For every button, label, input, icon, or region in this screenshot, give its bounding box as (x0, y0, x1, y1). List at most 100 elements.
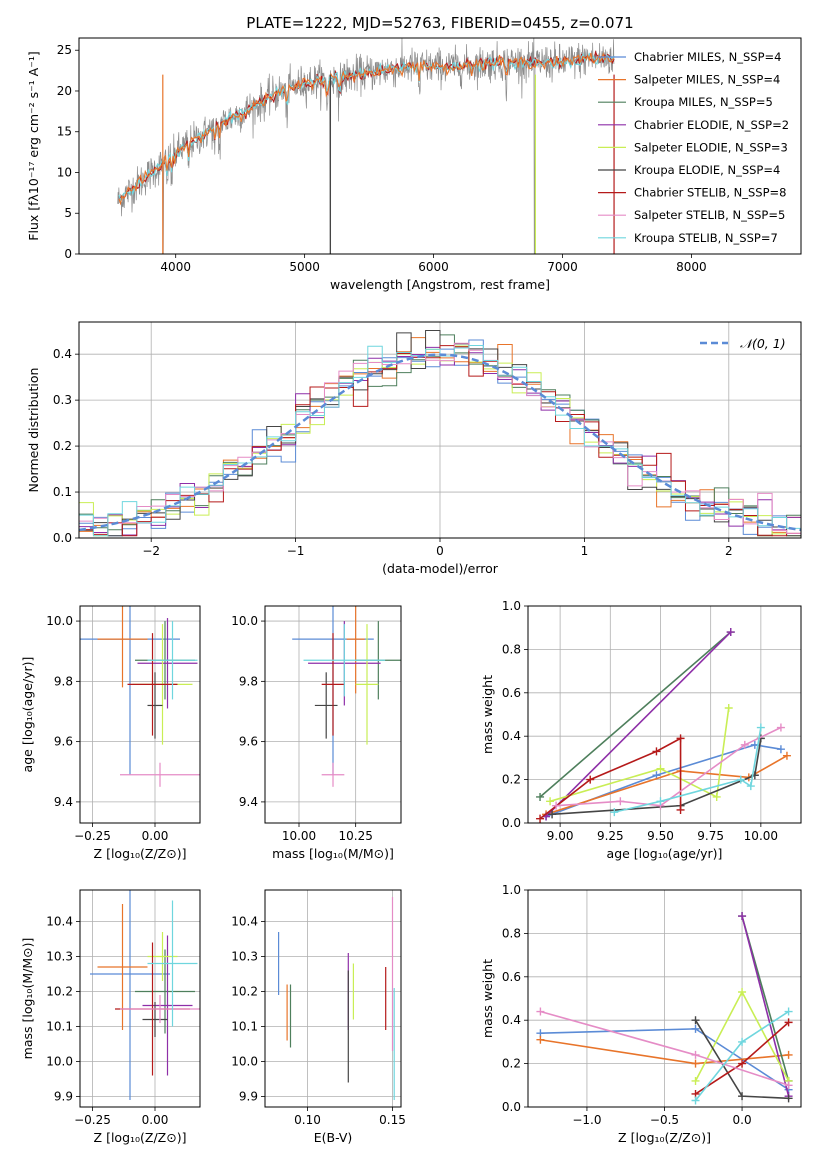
legend-label: Salpeter STELIB, N_SSP=5 (634, 208, 785, 222)
panel-mass_vs_z: −0.25 0.00 9.9 10.0 10.1 10.2 10.3 10.4 Z [log₁₀… (20, 889, 201, 1145)
x-axis-label: Z [log₁₀(Z/Z⊙)] (618, 1130, 711, 1145)
residual-histogram (79, 345, 801, 537)
figure-title: PLATE=1222, MJD=52763, FIBERID=0455, z=0… (246, 14, 633, 32)
x-tick-label: 0.15 (379, 1113, 406, 1127)
y-tick-label: 10.0 (46, 1055, 73, 1069)
weight-point-marker (536, 1007, 545, 1016)
y-tick-label: 9.6 (239, 735, 258, 749)
y-tick-label: 25 (57, 43, 72, 57)
weight-point-marker (546, 797, 555, 806)
x-tick-label: 0.00 (142, 1113, 169, 1127)
weight-series-line (545, 755, 788, 816)
weight-point-marker (691, 1076, 700, 1085)
y-tick-label: 10.0 (46, 614, 73, 628)
x-tick-label: 2 (725, 544, 733, 558)
x-tick-label: −1.0 (572, 1113, 601, 1127)
y-tick-label: 9.8 (239, 674, 258, 688)
weight-point-marker (784, 1050, 793, 1059)
weight-point-marker (738, 987, 747, 996)
x-tick-label: 1 (581, 544, 589, 558)
axes-frame (78, 37, 802, 255)
weight-point-marker (656, 797, 665, 806)
panel-age_vs_mass: 10.00 10.25 9.4 9.6 9.8 10.0 mass [log₁₀(M/M⊙)… (231, 605, 402, 861)
y-tick-label: 10.2 (231, 985, 258, 999)
weight-point-marker (536, 1035, 545, 1044)
panel-weight_vs_age: 9.00 9.25 9.50 9.75 10.00 0.0 0.2 0.4 0.6 0.8 1.0 a… (480, 599, 802, 861)
legend-label: Kroupa MILES, N_SSP=5 (634, 95, 773, 109)
weight-point-marker (691, 1016, 700, 1025)
x-tick-label: 0.00 (142, 829, 169, 843)
spectrum-data-line (117, 38, 615, 254)
x-tick-label: 10.00 (282, 829, 316, 843)
x-tick-label: −0.25 (74, 1113, 111, 1127)
weight-point-marker (586, 775, 595, 784)
y-tick-label: 10.3 (46, 950, 73, 964)
y-tick-label: 15 (57, 125, 72, 139)
y-axis-label: Normed distribution (26, 368, 41, 493)
y-axis-label: mass [log₁₀(M/M⊙)] (20, 938, 35, 1060)
x-tick-label: 0.0 (733, 1113, 752, 1127)
weight-point-marker (726, 628, 735, 637)
legend-label: 𝒩(0, 1) (740, 336, 786, 351)
x-tick-label: 10.25 (338, 829, 372, 843)
weight-point-marker (548, 810, 557, 819)
normal-curve (78, 353, 802, 532)
x-axis-label: Z [log₁₀(Z/Z⊙)] (94, 846, 187, 861)
weight-series-line (556, 726, 782, 807)
weight-series-line (545, 631, 732, 818)
axes-frame (264, 605, 402, 824)
y-tick-label: 9.4 (54, 795, 73, 809)
panel-spectrum: 4000 5000 6000 7000 8000 0 5 10 15 20 25 wavelength… (26, 37, 802, 292)
y-tick-label: 10.1 (46, 1020, 73, 1034)
panel-residuals: −2 −1 0 1 2 0.0 0.1 0.2 0.3 0.4 (data-model)/error… (26, 321, 802, 576)
y-tick-label: 9.9 (239, 1090, 258, 1104)
y-axis-label: Flux [fλ10⁻¹⁷ erg cm⁻² s⁻¹ A⁻¹] (26, 51, 41, 240)
legend-label: Kroupa ELODIE, N_SSP=4 (634, 163, 780, 177)
x-tick-label: 10.00 (744, 829, 778, 843)
x-axis-label: mass [log₁₀(M/M⊙)] (272, 846, 394, 861)
x-tick-label: 5000 (289, 260, 320, 274)
x-tick-label: 0.10 (294, 1113, 321, 1127)
x-tick-label: 4000 (160, 260, 191, 274)
x-tick-label: −0.25 (74, 829, 111, 843)
weight-point-marker (652, 747, 661, 756)
legend-label: Salpeter ELODIE, N_SSP=3 (634, 140, 788, 154)
y-tick-label: 0.0 (53, 531, 72, 545)
y-axis-label: mass weight (480, 675, 495, 754)
weight-point-marker (738, 912, 747, 921)
weight-point-marker (738, 1059, 747, 1068)
weight-point-marker (738, 1037, 747, 1046)
x-tick-label: 6000 (418, 260, 449, 274)
y-tick-label: 0.6 (502, 970, 521, 984)
y-tick-label: 0.0 (502, 1100, 521, 1114)
weight-point-marker (691, 1050, 700, 1059)
weight-point-marker (776, 723, 785, 732)
y-tick-label: 10.0 (231, 1055, 258, 1069)
weight-point-marker (536, 792, 545, 801)
y-tick-label: 10.3 (231, 950, 258, 964)
x-axis-label: wavelength [Angstrom, rest frame] (330, 277, 550, 292)
weight-point-marker (740, 740, 749, 749)
weight-point-marker (691, 1024, 700, 1033)
y-axis-label: age [log₁₀(age/yr)] (20, 657, 35, 773)
panel-age_vs_z: −0.25 0.00 9.4 9.6 9.8 10.0 Z [log₁₀(Z/Z⊙)] age… (20, 605, 201, 861)
y-tick-label: 0.8 (502, 642, 521, 656)
axes-frame (79, 889, 201, 1108)
x-tick-label: 9.50 (647, 829, 674, 843)
weight-point-marker (536, 814, 545, 823)
x-tick-label: 9.25 (597, 829, 624, 843)
legend-label: Salpeter MILES, N_SSP=4 (634, 73, 780, 87)
y-tick-label: 1.0 (502, 883, 521, 897)
y-tick-label: 0.8 (502, 926, 521, 940)
weight-series-line (614, 727, 762, 813)
y-tick-label: 10.4 (231, 915, 258, 929)
y-tick-label: 1.0 (502, 599, 521, 613)
weight-series-line (549, 707, 730, 803)
y-tick-label: 0.6 (502, 686, 521, 700)
weight-point-marker (746, 782, 755, 791)
x-tick-label: −1 (287, 544, 305, 558)
legend-label: Kroupa STELIB, N_SSP=7 (634, 231, 778, 245)
panel-weight_vs_z: −1.0 −0.5 0.0 0.0 0.2 0.4 0.6 0.8 1.0 Z [log₁₀(Z/… (480, 883, 802, 1145)
y-tick-label: 10 (57, 165, 72, 179)
